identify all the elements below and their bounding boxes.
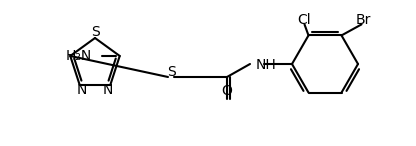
Text: NH: NH	[256, 58, 277, 72]
Text: Br: Br	[356, 13, 371, 27]
Text: H₂N: H₂N	[65, 49, 92, 63]
Text: O: O	[222, 84, 233, 98]
Text: S: S	[168, 65, 176, 79]
Text: N: N	[103, 83, 114, 97]
Text: N: N	[77, 83, 87, 97]
Text: S: S	[91, 25, 99, 39]
Text: Cl: Cl	[298, 13, 311, 27]
